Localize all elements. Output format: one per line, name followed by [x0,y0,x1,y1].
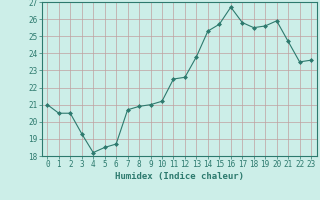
X-axis label: Humidex (Indice chaleur): Humidex (Indice chaleur) [115,172,244,181]
